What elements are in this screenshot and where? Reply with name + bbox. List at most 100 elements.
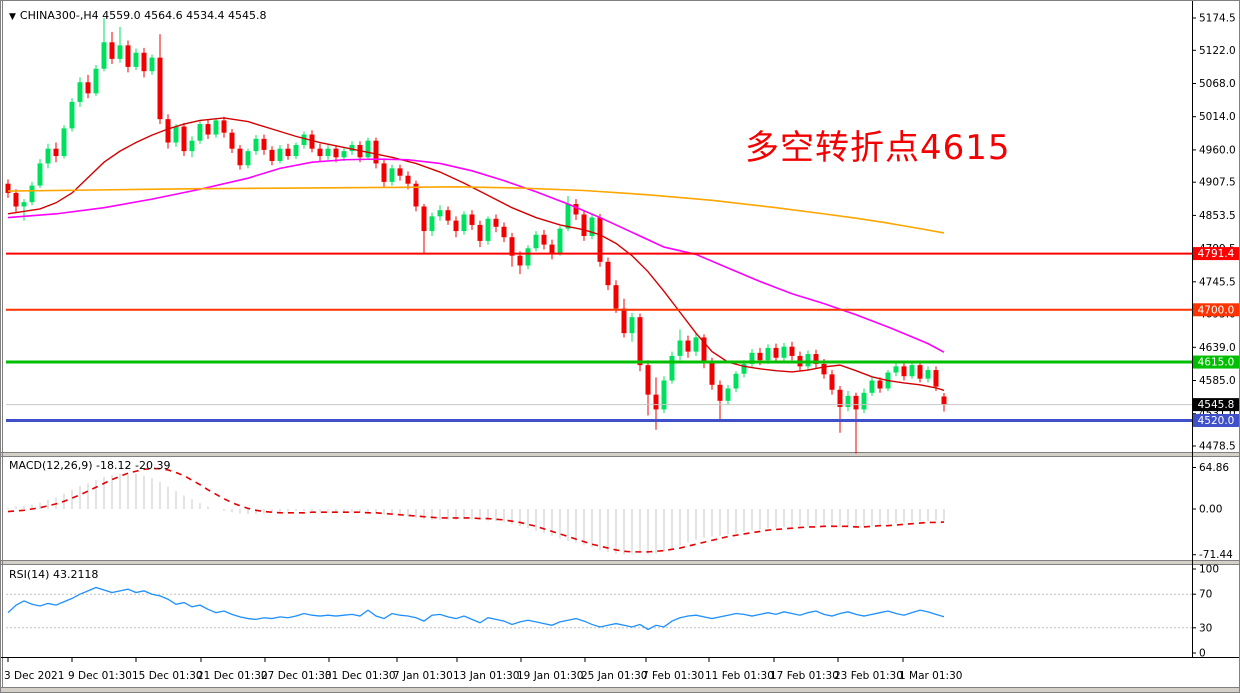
candle-up: [365, 140, 371, 158]
time-axis-label: 25 Jan 01:30: [581, 670, 647, 682]
price-axis-label: 5174.5: [1199, 13, 1236, 25]
candle-down: [941, 396, 947, 405]
macd-panel-area[interactable]: [1, 457, 1191, 560]
candle-up: [245, 151, 251, 166]
candle-down: [205, 124, 211, 135]
price-badge-label: 4700.0: [1198, 304, 1235, 316]
main-chart-area[interactable]: [1, 1, 1191, 452]
candle-down: [221, 120, 227, 133]
candle-down: [397, 168, 403, 176]
candle-down: [613, 285, 619, 309]
ma-fast-red: [7, 117, 945, 392]
time-axis-label: 7 Jan 01:30: [393, 670, 453, 682]
candle-up: [325, 148, 331, 157]
time-axis[interactable]: [1, 657, 1239, 687]
candle-up: [301, 134, 307, 145]
candle-down: [317, 148, 323, 157]
time-axis-label: 3 Dec 2021: [4, 670, 64, 682]
candle-down: [381, 163, 387, 182]
price-axis-label: 4960.0: [1199, 144, 1236, 156]
candle-down: [605, 261, 611, 286]
candle-down: [821, 363, 827, 375]
candle-down: [685, 340, 691, 352]
candle-down: [637, 317, 643, 366]
candle-up: [197, 124, 203, 141]
candle-down: [181, 126, 187, 152]
candle-down: [773, 347, 779, 358]
candle-up: [37, 163, 43, 186]
candle-up: [149, 57, 155, 72]
price-axis-label: 4639.0: [1199, 342, 1236, 354]
price-axis[interactable]: [1192, 1, 1239, 657]
candle-down: [757, 352, 763, 361]
candle-down: [701, 337, 707, 363]
time-axis-label: 31 Dec 01:30: [325, 670, 396, 682]
candle-down: [789, 346, 795, 356]
candle-up: [677, 340, 683, 356]
price-badge: [1193, 355, 1239, 369]
candle-down: [125, 45, 131, 67]
candle-up: [93, 68, 99, 94]
price-badge: [1193, 303, 1239, 317]
annotation-text: 多空转折点4615: [745, 128, 1011, 168]
candle-down: [453, 220, 459, 232]
candle-down: [269, 149, 275, 161]
candle-up: [29, 185, 35, 203]
candle-up: [189, 140, 195, 152]
collapse-chevron-icon[interactable]: ▼: [9, 12, 16, 22]
candle-up: [565, 204, 571, 229]
candle-up: [805, 354, 811, 367]
candle-down: [157, 57, 163, 120]
panel-splitter: [1, 452, 1239, 457]
rsi-indicator-label: RSI(14) 43.2118: [9, 568, 99, 581]
candle-down: [829, 374, 835, 390]
candle-down: [405, 175, 411, 184]
macd-axis-label: -71.44: [1199, 549, 1233, 561]
panel-splitter: [1, 560, 1239, 565]
price-axis-label: 4907.5: [1199, 177, 1236, 189]
candle-down: [645, 365, 651, 395]
candle-down: [501, 226, 507, 238]
candle-down: [165, 119, 171, 143]
candle-down: [373, 140, 379, 164]
price-badge: [1193, 247, 1239, 261]
price-axis-label: 5122.0: [1199, 45, 1236, 57]
candle-up: [437, 210, 443, 217]
candle-down: [837, 389, 843, 407]
candle-up: [133, 52, 139, 67]
candle-up: [733, 373, 739, 389]
chart-header: ▼ CHINA300-,H4 4559.0 4564.6 4534.4 4545.…: [9, 9, 267, 22]
time-axis-label: 9 Dec 01:30: [68, 670, 132, 682]
candle-down: [541, 234, 547, 245]
candle-down: [621, 308, 627, 334]
candle-down: [581, 214, 587, 236]
rsi-axis-label: 30: [1199, 622, 1212, 634]
price-axis-label: 4585.0: [1199, 375, 1236, 387]
candle-up: [765, 347, 771, 361]
candle-up: [117, 45, 123, 59]
price-badge-label: 4545.8: [1198, 399, 1235, 411]
candle-up: [77, 82, 83, 102]
candle-up: [725, 388, 731, 401]
price-axis-label: 4478.5: [1199, 441, 1236, 453]
candle-up: [341, 151, 347, 158]
candle-up: [61, 128, 67, 157]
time-axis-label: 11 Feb 01:30: [705, 670, 774, 682]
candle-down: [333, 148, 339, 158]
candle-up: [893, 366, 899, 373]
candle-down: [141, 52, 147, 72]
time-axis-label: 7 Feb 01:30: [642, 670, 704, 682]
candle-down: [901, 366, 907, 377]
rsi-axis-label: 0: [1199, 648, 1206, 660]
candle-down: [549, 244, 555, 254]
candle-up: [69, 101, 75, 129]
rsi-panel-area[interactable]: [1, 565, 1191, 657]
candle-up: [277, 148, 283, 161]
macd-indicator-label: MACD(12,26,9) -18.12 -20.39: [9, 459, 171, 472]
macd-axis-label: 64.86: [1199, 462, 1229, 474]
candle-up: [293, 144, 299, 157]
candle-up: [101, 42, 107, 69]
candle-up: [173, 126, 179, 143]
rsi-axis-label: 100: [1199, 564, 1219, 576]
